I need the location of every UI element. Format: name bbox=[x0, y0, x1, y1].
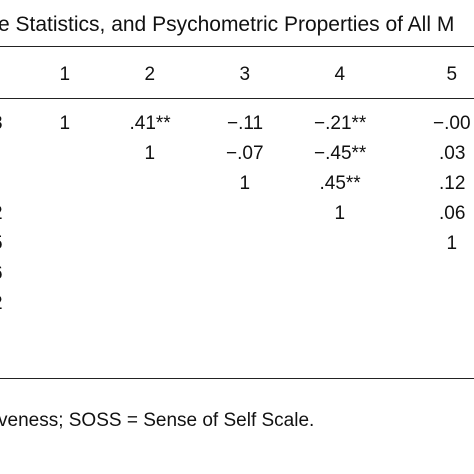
table-cell: −.21** bbox=[314, 113, 367, 134]
table-cell: 1 bbox=[446, 233, 458, 254]
table-cell: 1 bbox=[334, 203, 346, 224]
column-header: 2 bbox=[144, 64, 156, 85]
row-label: 2 bbox=[0, 293, 3, 315]
table-cell: .45** bbox=[319, 173, 361, 194]
table-cell: 1 bbox=[239, 173, 251, 194]
table-title: e Statistics, and Psychometric Propertie… bbox=[0, 13, 455, 36]
table-footnote: veness; SOSS = Sense of Self Scale. bbox=[0, 410, 315, 431]
column-header: 5 bbox=[446, 64, 458, 85]
table-cell: .03 bbox=[439, 143, 466, 164]
table-cell: −.07 bbox=[226, 143, 264, 164]
top-rule bbox=[0, 46, 474, 47]
row-label: 6 bbox=[0, 263, 3, 285]
column-header: 3 bbox=[239, 64, 251, 85]
row-label: 2 bbox=[0, 203, 3, 225]
table-cell: −.45** bbox=[314, 143, 367, 164]
table-cell: −.00 bbox=[433, 113, 471, 134]
row-label: 5 bbox=[0, 233, 3, 255]
table-cell: .06 bbox=[439, 203, 466, 224]
bottom-rule bbox=[0, 378, 474, 379]
table-cell: .12 bbox=[439, 173, 466, 194]
column-header: 4 bbox=[334, 64, 346, 85]
column-header: 1 bbox=[59, 64, 71, 85]
table-cell: 1 bbox=[59, 113, 71, 134]
row-label: 3 bbox=[0, 113, 3, 135]
header-rule bbox=[0, 98, 474, 99]
table-cell: −.11 bbox=[227, 113, 264, 134]
table-cell: 1 bbox=[144, 143, 156, 164]
table-cell: .41** bbox=[129, 113, 171, 134]
